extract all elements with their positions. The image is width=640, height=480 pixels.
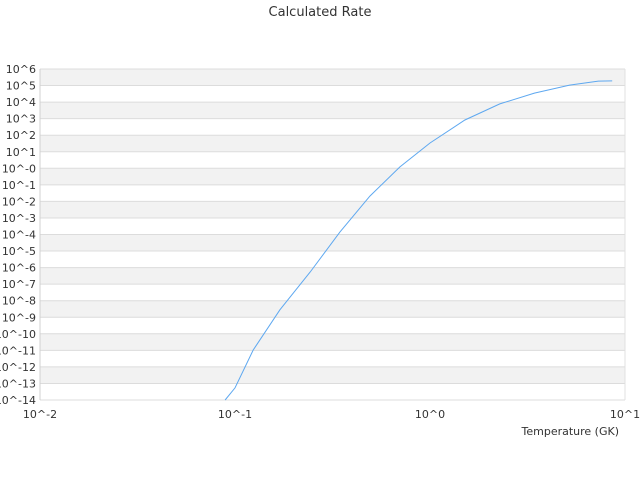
grid-band: [40, 366, 625, 384]
x-axis-ticks: 10^-2 10^-1 10^0 10^1: [23, 408, 640, 421]
grid-band: [40, 102, 625, 119]
y-tick-label: 10^-9: [2, 311, 36, 324]
grid-band: [40, 168, 625, 185]
grid-band: [40, 350, 625, 367]
y-tick-label: 10^3: [6, 113, 36, 126]
y-tick-label: 10^-14: [0, 394, 36, 407]
y-tick-label: 10^-6: [2, 262, 36, 275]
grid-band: [40, 217, 625, 235]
grid-band: [40, 333, 625, 351]
y-tick-label: 10^-10: [0, 328, 36, 341]
y-tick-label: 10^-5: [2, 245, 36, 258]
x-tick-label: 10^0: [415, 408, 445, 421]
grid-band: [40, 135, 625, 152]
y-tick-label: 10^-7: [2, 278, 36, 291]
y-tick-label: 10^-4: [2, 229, 36, 242]
grid-band: [40, 151, 625, 169]
grid-band: [40, 118, 625, 136]
y-tick-label: 10^1: [6, 146, 36, 159]
x-tick-label: 10^1: [610, 408, 640, 421]
grid-band: [40, 383, 625, 400]
grid-band: [40, 184, 625, 202]
x-tick-label: 10^-2: [23, 408, 57, 421]
grid-band: [40, 85, 625, 103]
x-axis-label: Temperature (GK): [521, 425, 620, 438]
y-tick-label: 10^-8: [2, 295, 36, 308]
y-tick-label: 10^4: [6, 96, 36, 109]
x-tick-label: 10^-1: [218, 408, 252, 421]
grid-band: [40, 69, 625, 86]
y-tick-label: 10^-2: [2, 195, 36, 208]
grid-band: [40, 300, 625, 318]
grid-band: [40, 201, 625, 218]
y-tick-label: 10^-1: [2, 179, 36, 192]
y-tick-label: 10^2: [6, 129, 36, 142]
y-tick-label: 10^-3: [2, 212, 36, 225]
y-tick-label: 10^6: [6, 63, 36, 76]
y-tick-label: 10^5: [6, 80, 36, 93]
grid-band: [40, 317, 625, 334]
series-line: [224, 80, 613, 401]
y-tick-label: 10^-0: [2, 162, 36, 175]
y-tick-label: 10^-11: [0, 344, 36, 357]
grid-bands: [39, 68, 626, 401]
y-tick-label: 10^-13: [0, 377, 36, 390]
chart-title: Calculated Rate: [269, 5, 372, 20]
grid-band: [40, 267, 625, 285]
grid-band: [40, 284, 625, 301]
grid-band: [40, 251, 625, 268]
series: [224, 80, 613, 401]
y-tick-label: 10^-12: [0, 361, 36, 374]
y-axis-ticks: 10^6 10^5 10^4 10^3 10^2 10^1 10^-0 10^-1 10^-2 1…: [0, 63, 36, 407]
